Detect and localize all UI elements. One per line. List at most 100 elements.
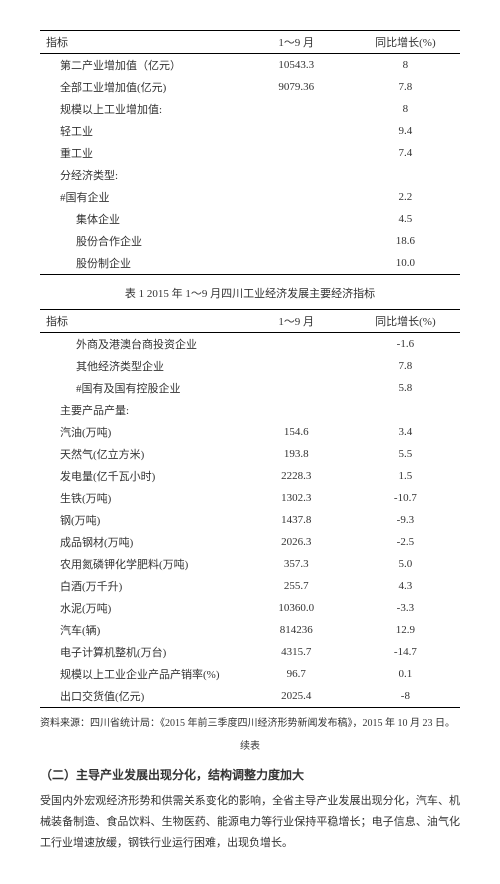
cell-percent: 5.5 [351, 443, 460, 465]
section-heading: （二）主导产业发展出现分化，结构调整力度加大 [40, 766, 460, 783]
th-yoy: 同比增长(%) [351, 310, 460, 333]
table-row: 白酒(万千升)255.74.3 [40, 575, 460, 597]
cell-value: 1437.8 [242, 509, 351, 531]
cell-value [242, 186, 351, 208]
table-row: 主要产品产量: [40, 399, 460, 421]
table-row: 电子计算机整机(万台)4315.7-14.7 [40, 641, 460, 663]
cell-value: 10543.3 [242, 54, 351, 77]
cell-indicator: 生铁(万吨) [40, 487, 242, 509]
cell-percent: 10.0 [351, 252, 460, 275]
cell-value: 255.7 [242, 575, 351, 597]
cell-indicator: 分经济类型: [40, 164, 242, 186]
table-row: 外商及港澳台商投资企业 -1.6 [40, 333, 460, 356]
cell-percent: 5.8 [351, 377, 460, 399]
cell-value [242, 120, 351, 142]
table-row: 重工业 7.4 [40, 142, 460, 164]
table-2: 指标 1～9 月 同比增长(%) 外商及港澳台商投资企业-1.6其他经济类型企业… [40, 309, 460, 708]
cell-percent: 5.0 [351, 553, 460, 575]
cell-value: 4315.7 [242, 641, 351, 663]
th-yoy: 同比增长(%) [351, 31, 460, 54]
table-row: 轻工业 9.4 [40, 120, 460, 142]
cell-indicator: 发电量(亿千瓦小时) [40, 465, 242, 487]
cell-value [242, 399, 351, 421]
cell-value: 9079.36 [242, 76, 351, 98]
continued-label: 续表 [40, 737, 460, 752]
cell-value [242, 377, 351, 399]
cell-indicator: 规模以上工业增加值: [40, 98, 242, 120]
cell-percent: 3.4 [351, 421, 460, 443]
th-period: 1～9 月 [242, 310, 351, 333]
table-header-row: 指标 1～9 月 同比增长(%) [40, 31, 460, 54]
table-row: 集体企业4.5 [40, 208, 460, 230]
cell-indicator: 白酒(万千升) [40, 575, 242, 597]
source-note: 资料来源：四川省统计局：《2015 年前三季度四川经济形势新闻发布稿》，2015… [40, 716, 460, 731]
cell-indicator: 成品钢材(万吨) [40, 531, 242, 553]
cell-value: 10360.0 [242, 597, 351, 619]
table-row: #国有及国有控股企业 5.8 [40, 377, 460, 399]
cell-indicator: 股份制企业 [40, 252, 242, 275]
cell-percent: -14.7 [351, 641, 460, 663]
cell-percent: 9.4 [351, 120, 460, 142]
cell-percent: 4.3 [351, 575, 460, 597]
cell-indicator: 汽车(辆) [40, 619, 242, 641]
cell-indicator: #国有及国有控股企业 [40, 377, 242, 399]
table-row: 规模以上工业企业产品产销率(%)96.70.1 [40, 663, 460, 685]
table-row: 汽油(万吨)154.63.4 [40, 421, 460, 443]
cell-percent: 1.5 [351, 465, 460, 487]
cell-percent: 12.9 [351, 619, 460, 641]
cell-value [242, 230, 351, 252]
table-row: 汽车(辆)81423612.9 [40, 619, 460, 641]
cell-indicator: 农用氮磷钾化学肥料(万吨) [40, 553, 242, 575]
cell-indicator: 第二产业增加值（亿元） [40, 54, 242, 77]
cell-value [242, 142, 351, 164]
cell-value [242, 164, 351, 186]
table-row: 全部工业增加值(亿元)9079.367.8 [40, 76, 460, 98]
cell-value [242, 333, 351, 356]
table-row: 股份合作企业18.6 [40, 230, 460, 252]
cell-indicator: 出口交货值(亿元) [40, 685, 242, 708]
table-row: 发电量(亿千瓦小时)2228.31.5 [40, 465, 460, 487]
cell-indicator: 轻工业 [40, 120, 242, 142]
table-1: 指标 1～9 月 同比增长(%) 第二产业增加值（亿元）10543.38全部工业… [40, 30, 460, 275]
table-row: 规模以上工业增加值:8 [40, 98, 460, 120]
cell-value: 357.3 [242, 553, 351, 575]
table-row: 生铁(万吨)1302.3-10.7 [40, 487, 460, 509]
cell-value: 154.6 [242, 421, 351, 443]
table-row: 出口交货值(亿元)2025.4-8 [40, 685, 460, 708]
cell-percent: 0.1 [351, 663, 460, 685]
cell-percent: 7.8 [351, 76, 460, 98]
cell-value [242, 252, 351, 275]
table-row: 第二产业增加值（亿元）10543.38 [40, 54, 460, 77]
cell-percent: -1.6 [351, 333, 460, 356]
cell-indicator: 电子计算机整机(万台) [40, 641, 242, 663]
table-row: 其他经济类型企业 7.8 [40, 355, 460, 377]
cell-value: 2228.3 [242, 465, 351, 487]
table-header-row: 指标 1～9 月 同比增长(%) [40, 310, 460, 333]
cell-percent [351, 164, 460, 186]
cell-percent [351, 399, 460, 421]
cell-indicator: 规模以上工业企业产品产销率(%) [40, 663, 242, 685]
table-row: 股份制企业 10.0 [40, 252, 460, 275]
cell-percent: -2.5 [351, 531, 460, 553]
cell-indicator: 重工业 [40, 142, 242, 164]
table-caption: 表 1 2015 年 1～9 月四川工业经济发展主要经济指标 [40, 285, 460, 301]
cell-indicator: 水泥(万吨) [40, 597, 242, 619]
th-indicator: 指标 [40, 31, 242, 54]
cell-indicator: 钢(万吨) [40, 509, 242, 531]
cell-value: 2026.3 [242, 531, 351, 553]
cell-indicator: 股份合作企业 [40, 230, 242, 252]
cell-indicator: 其他经济类型企业 [40, 355, 242, 377]
cell-percent: 7.8 [351, 355, 460, 377]
cell-indicator: 外商及港澳台商投资企业 [40, 333, 242, 356]
cell-value: 2025.4 [242, 685, 351, 708]
cell-percent: 8 [351, 54, 460, 77]
table-row: 分经济类型: [40, 164, 460, 186]
cell-value [242, 208, 351, 230]
table-row: 水泥(万吨)10360.0-3.3 [40, 597, 460, 619]
table-row: 成品钢材(万吨)2026.3-2.5 [40, 531, 460, 553]
cell-percent: 7.4 [351, 142, 460, 164]
cell-value: 814236 [242, 619, 351, 641]
th-indicator: 指标 [40, 310, 242, 333]
table-row: 天然气(亿立方米)193.85.5 [40, 443, 460, 465]
cell-percent: -8 [351, 685, 460, 708]
